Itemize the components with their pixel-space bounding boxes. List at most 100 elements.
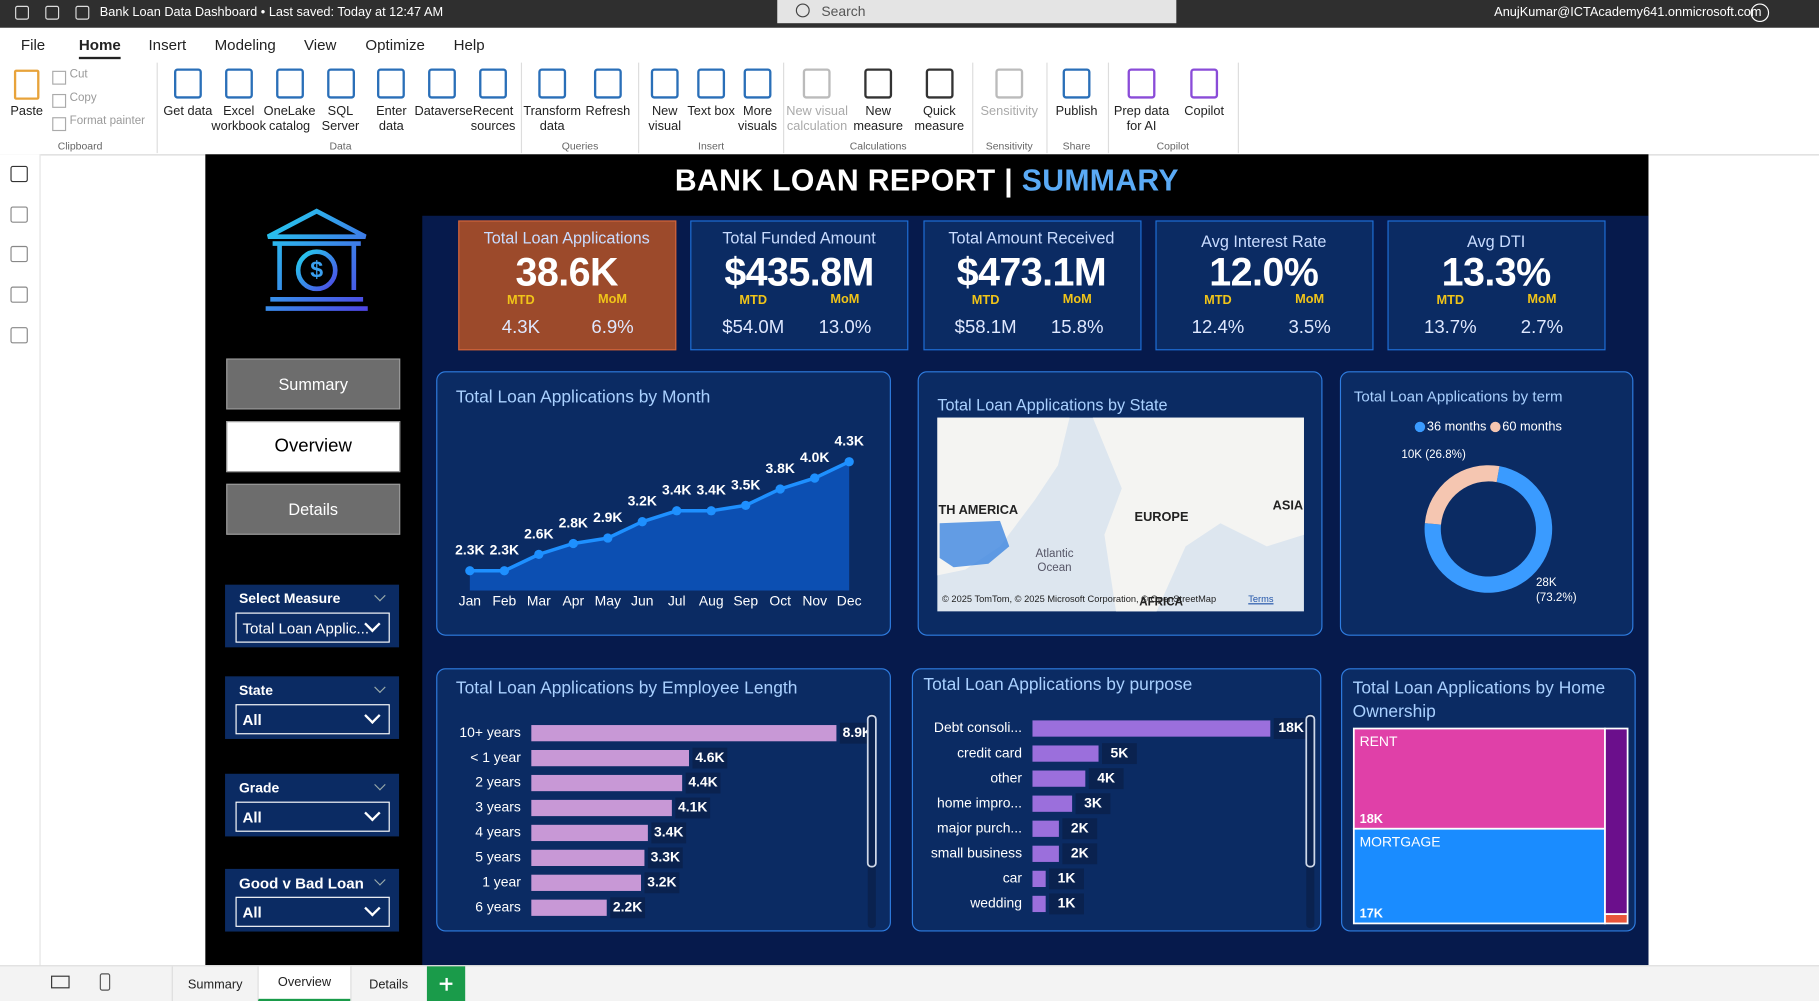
slicer-value: Total Loan Applic... (242, 619, 370, 637)
visual-title: Total Loan Applications by Month (455, 387, 711, 408)
ribbon-item[interactable]: Paste (10, 104, 43, 119)
rail-icon[interactable] (10, 165, 28, 183)
ribbon-item[interactable]: Dataverse (414, 104, 473, 119)
ribbon-tab[interactable]: Help (453, 35, 485, 54)
kpi-title: Total Amount Received (948, 228, 1115, 248)
scrollbar-track (1306, 713, 1315, 929)
data-label: 3.5K (731, 476, 760, 492)
ribbon-item[interactable]: OneLake catalog (263, 104, 316, 134)
ribbon-item[interactable]: Copilot (1184, 104, 1225, 119)
rail-icon[interactable] (10, 245, 28, 263)
x-tick-label: Jun (631, 593, 653, 609)
add-page-button[interactable] (426, 966, 466, 1001)
ribbon-item[interactable]: Enter data (376, 104, 407, 134)
data-label-bg (610, 897, 646, 919)
ribbon-separator (1107, 62, 1110, 154)
ribbon-item[interactable]: Text box (687, 104, 735, 119)
redo-icon[interactable] (75, 5, 90, 20)
category-label: other (990, 769, 1022, 785)
search-box[interactable]: Search (777, 0, 1177, 24)
ribbon-item[interactable]: Copy (69, 91, 97, 105)
paste-icon[interactable] (13, 69, 40, 100)
data-label: 10K (26.8%) (1401, 448, 1466, 462)
bar (1032, 820, 1059, 837)
ribbon-item[interactable]: Transform data (523, 104, 582, 134)
ribbon-item[interactable]: Excel workbook (211, 104, 267, 134)
slicer-dropdown[interactable]: All (235, 704, 390, 735)
ribbon-tab[interactable]: Insert (148, 35, 187, 54)
ribbon-item[interactable]: New visual (648, 104, 682, 134)
map-attribution: © 2025 TomTom, © 2025 Microsoft Corporat… (941, 593, 1217, 605)
ribbon-item[interactable]: Sensitivity (980, 104, 1038, 119)
spacer (1013, 162, 1022, 197)
ribbon-tab[interactable]: View (303, 35, 337, 54)
ribbon-tab[interactable]: Home (78, 36, 121, 60)
bar (531, 849, 645, 866)
desktop-view-icon[interactable] (51, 975, 70, 989)
mobile-view-icon[interactable] (99, 973, 111, 991)
data-label-bg (1049, 868, 1084, 890)
left-rail (0, 154, 41, 1001)
data-label: 4K (1097, 769, 1115, 785)
ribbon-tab[interactable]: File (20, 35, 46, 54)
ribbon-item[interactable]: Refresh (585, 104, 631, 119)
ribbon-tab[interactable]: Optimize (365, 35, 425, 54)
ribbon-item[interactable]: New visual calculation (786, 104, 848, 134)
rail-icon[interactable] (10, 206, 28, 223)
kpi-card: Total Amount Received $473.1M MTD MoM $58.1M… (922, 220, 1142, 351)
ribbon-item[interactable]: New measure (853, 104, 903, 134)
data-label: 2.9K (593, 509, 622, 525)
kpi-title: Avg Interest Rate (1201, 232, 1327, 251)
line-point (534, 549, 544, 560)
data-label-bg (685, 772, 721, 794)
nav-button[interactable]: Details (226, 483, 401, 535)
rail-icon[interactable] (10, 327, 28, 344)
ribbon-item[interactable]: SQL Server (321, 104, 360, 134)
ribbon-separator (783, 62, 785, 154)
x-tick-label: Oct (769, 593, 791, 609)
ribbon-item[interactable]: Cut (69, 68, 88, 82)
scrollbar-track (867, 713, 876, 929)
kpi-mom-label: MoM (830, 292, 860, 307)
bar (531, 799, 672, 817)
map-terms[interactable]: Terms (1248, 593, 1274, 605)
kpi-mtd-value: 4.3K (501, 317, 540, 338)
x-tick-label: Feb (492, 593, 516, 609)
data-label: 2.6K (524, 525, 553, 541)
ribbon-tab[interactable]: Modeling (214, 35, 276, 54)
rail-icon[interactable] (10, 286, 28, 303)
bar-chart: Debt consoli... 18K credit card 5K other 4K ho… (931, 713, 1316, 929)
ribbon-item[interactable]: Quick measure (914, 104, 965, 134)
slicer-dropdown[interactable]: All (235, 801, 390, 832)
ribbon-item[interactable]: Prep data for AI (1113, 104, 1170, 134)
save-icon[interactable] (15, 5, 30, 20)
user-avatar[interactable] (1750, 3, 1770, 23)
ribbon-item[interactable]: Format painter (69, 114, 146, 128)
undo-icon[interactable] (45, 5, 60, 20)
ribbon-item[interactable]: Recent sources (470, 104, 516, 134)
page-tab[interactable]: Overview (257, 966, 351, 1001)
ribbon-separator (156, 62, 158, 154)
data-label: 2.3K (455, 542, 484, 558)
page-tab[interactable]: Summary (171, 966, 258, 1001)
bar (531, 874, 642, 891)
data-label-bg (1075, 793, 1111, 815)
data-label: 3.2K (628, 493, 657, 509)
category-label: small business (931, 844, 1022, 860)
x-tick-label: Jan (459, 593, 481, 609)
bar (531, 725, 837, 742)
nav-button[interactable]: Summary (226, 358, 401, 410)
legend-marker (1414, 421, 1426, 433)
ribbon-item[interactable]: More visuals (738, 104, 778, 134)
kpi-title: Total Funded Amount (722, 228, 876, 248)
ribbon-icon (275, 68, 304, 99)
kpi-mtd-label: MTD (739, 293, 768, 308)
ribbon-item[interactable]: Publish (1055, 104, 1098, 119)
slicer-dropdown[interactable]: Total Loan Applic... (235, 612, 390, 643)
nav-button[interactable]: Overview (226, 421, 401, 473)
kpi-mom-value: 13.0% (818, 317, 872, 338)
page-tab[interactable]: Details (350, 966, 425, 1001)
ribbon-item[interactable]: Get data (163, 104, 213, 119)
ribbon-group-label: Data (329, 140, 352, 152)
slicer-dropdown[interactable]: All (235, 896, 390, 927)
